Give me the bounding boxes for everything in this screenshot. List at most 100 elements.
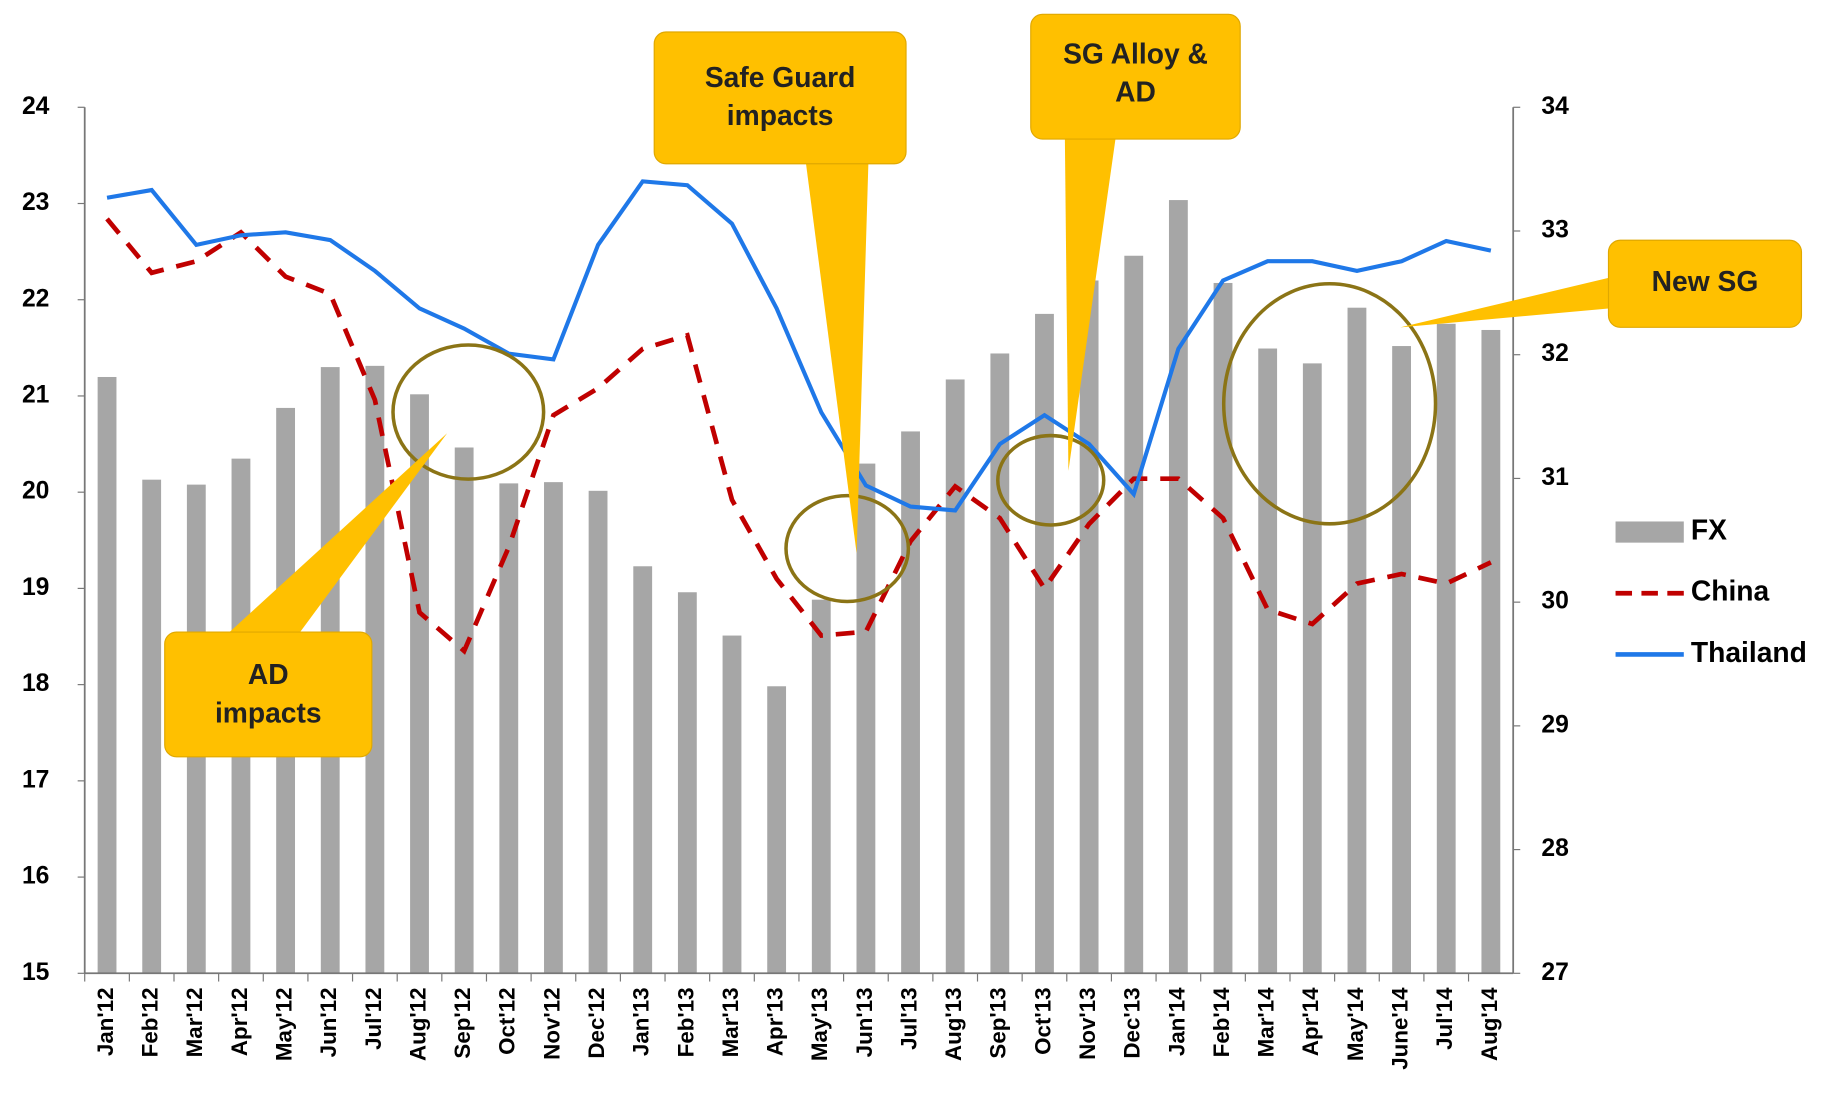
- x-tick-label: Jul'13: [896, 987, 921, 1049]
- x-tick-label: Mar'12: [182, 987, 207, 1057]
- bar: [1347, 307, 1367, 974]
- line: [105, 217, 1492, 655]
- y-tick-label: 24: [22, 93, 50, 120]
- y2-tick-label: 33: [1541, 217, 1568, 244]
- x-tick-label: Mar'13: [718, 987, 743, 1057]
- bar: [1481, 329, 1501, 974]
- y-tick-label: 19: [22, 574, 49, 601]
- x-tick-label: Jan'14: [1164, 987, 1189, 1056]
- bar: [1392, 346, 1411, 974]
- bar: [677, 592, 697, 974]
- x-tick-label: May'13: [807, 987, 832, 1061]
- y-tick-label: 16: [22, 863, 49, 890]
- x-tick-label: Jul'14: [1432, 987, 1457, 1050]
- bar: [901, 431, 920, 974]
- bar: [990, 353, 1010, 974]
- x-tick-label: Mar'14: [1254, 987, 1279, 1057]
- legend-label: Thailand: [1691, 636, 1807, 668]
- x-tick-label: Feb'13: [673, 987, 698, 1057]
- x-tick-label: Sep'13: [986, 987, 1011, 1058]
- x-tick-label: Sep'12: [450, 987, 475, 1058]
- x-tick-label: Nov'12: [539, 987, 564, 1059]
- annotation: Safe Guard impacts: [705, 62, 856, 132]
- highlight: [1221, 282, 1438, 526]
- bar: [1168, 200, 1188, 974]
- y-tick-label: 23: [22, 189, 49, 216]
- bar: [945, 379, 965, 974]
- y2-tick-label: 27: [1541, 959, 1568, 986]
- callout: [164, 631, 373, 758]
- x-tick-label: May'12: [272, 987, 297, 1061]
- x-tick-label: June'14: [1387, 987, 1412, 1070]
- bar: [633, 566, 653, 974]
- bar: [1035, 313, 1054, 974]
- bar: [97, 376, 117, 974]
- x-tick-label: Aug'14: [1477, 987, 1502, 1061]
- y2-tick-label: 31: [1541, 464, 1569, 491]
- y-tick-label: 20: [22, 478, 49, 505]
- annotation: AD impacts: [215, 658, 322, 729]
- bar: [722, 635, 742, 974]
- bar: [588, 490, 608, 974]
- x-tick-label: Oct'13: [1030, 987, 1055, 1054]
- y2-tick-label: 30: [1541, 588, 1568, 615]
- bar: [1436, 323, 1456, 974]
- x-tick-label: May'14: [1343, 987, 1368, 1061]
- highlight: [784, 493, 911, 604]
- highlight: [391, 343, 546, 481]
- y-tick-label: 17: [22, 766, 49, 793]
- callout: [653, 31, 907, 165]
- bar: [811, 599, 831, 974]
- bar: [1258, 348, 1278, 974]
- legend-swatch: [1615, 521, 1684, 543]
- callout: [1030, 13, 1241, 140]
- y2-tick-label: 32: [1541, 340, 1568, 367]
- highlight: [996, 433, 1106, 527]
- bar: [1213, 282, 1233, 974]
- bar: [142, 479, 162, 974]
- y2-tick-label: 28: [1541, 835, 1568, 862]
- y-tick-label: 18: [22, 670, 49, 697]
- line: [106, 179, 1492, 513]
- legend-label: FX: [1691, 514, 1727, 546]
- x-tick-label: Feb'12: [138, 987, 163, 1057]
- y2-tick-label: 29: [1541, 711, 1568, 738]
- callout-tail: [229, 433, 448, 633]
- bar: [1124, 255, 1144, 974]
- x-tick-label: Apr'14: [1298, 987, 1323, 1056]
- annotation: SG Alloy & AD: [1063, 38, 1208, 108]
- x-tick-label: Jun'13: [852, 987, 877, 1057]
- bar: [767, 686, 787, 974]
- x-tick-label: Feb'14: [1209, 987, 1234, 1057]
- x-tick-label: Dec'13: [1120, 987, 1145, 1058]
- bar: [454, 447, 474, 974]
- x-tick-label: Jul'12: [361, 987, 386, 1049]
- y-tick-label: 15: [22, 959, 50, 986]
- y-tick-label: 22: [22, 285, 49, 312]
- x-tick-label: Nov'13: [1075, 987, 1100, 1059]
- x-tick-label: Apr'12: [227, 987, 252, 1056]
- bar: [1079, 280, 1099, 974]
- annotation: New SG: [1652, 265, 1759, 297]
- bar: [499, 483, 519, 974]
- x-tick-label: Oct'12: [495, 987, 520, 1054]
- callout-tail: [1064, 139, 1116, 471]
- x-tick-label: Jun'12: [316, 987, 341, 1057]
- bar: [1302, 363, 1322, 974]
- x-tick-label: Apr'13: [763, 987, 788, 1056]
- x-tick-label: Dec'12: [584, 987, 609, 1058]
- x-tick-label: Aug'12: [405, 987, 430, 1061]
- x-tick-label: Jan'12: [93, 987, 118, 1056]
- x-tick-label: Aug'13: [941, 987, 966, 1061]
- x-tick-label: Jan'13: [629, 987, 654, 1056]
- y-tick-label: 21: [22, 381, 50, 408]
- bar: [544, 482, 563, 974]
- legend-label: China: [1691, 575, 1770, 607]
- y2-tick-label: 34: [1541, 93, 1569, 120]
- bar: [856, 463, 876, 974]
- bar: [410, 394, 429, 974]
- callout: [1607, 239, 1803, 328]
- callout-tail: [806, 163, 869, 554]
- callout-tail: [1400, 277, 1609, 328]
